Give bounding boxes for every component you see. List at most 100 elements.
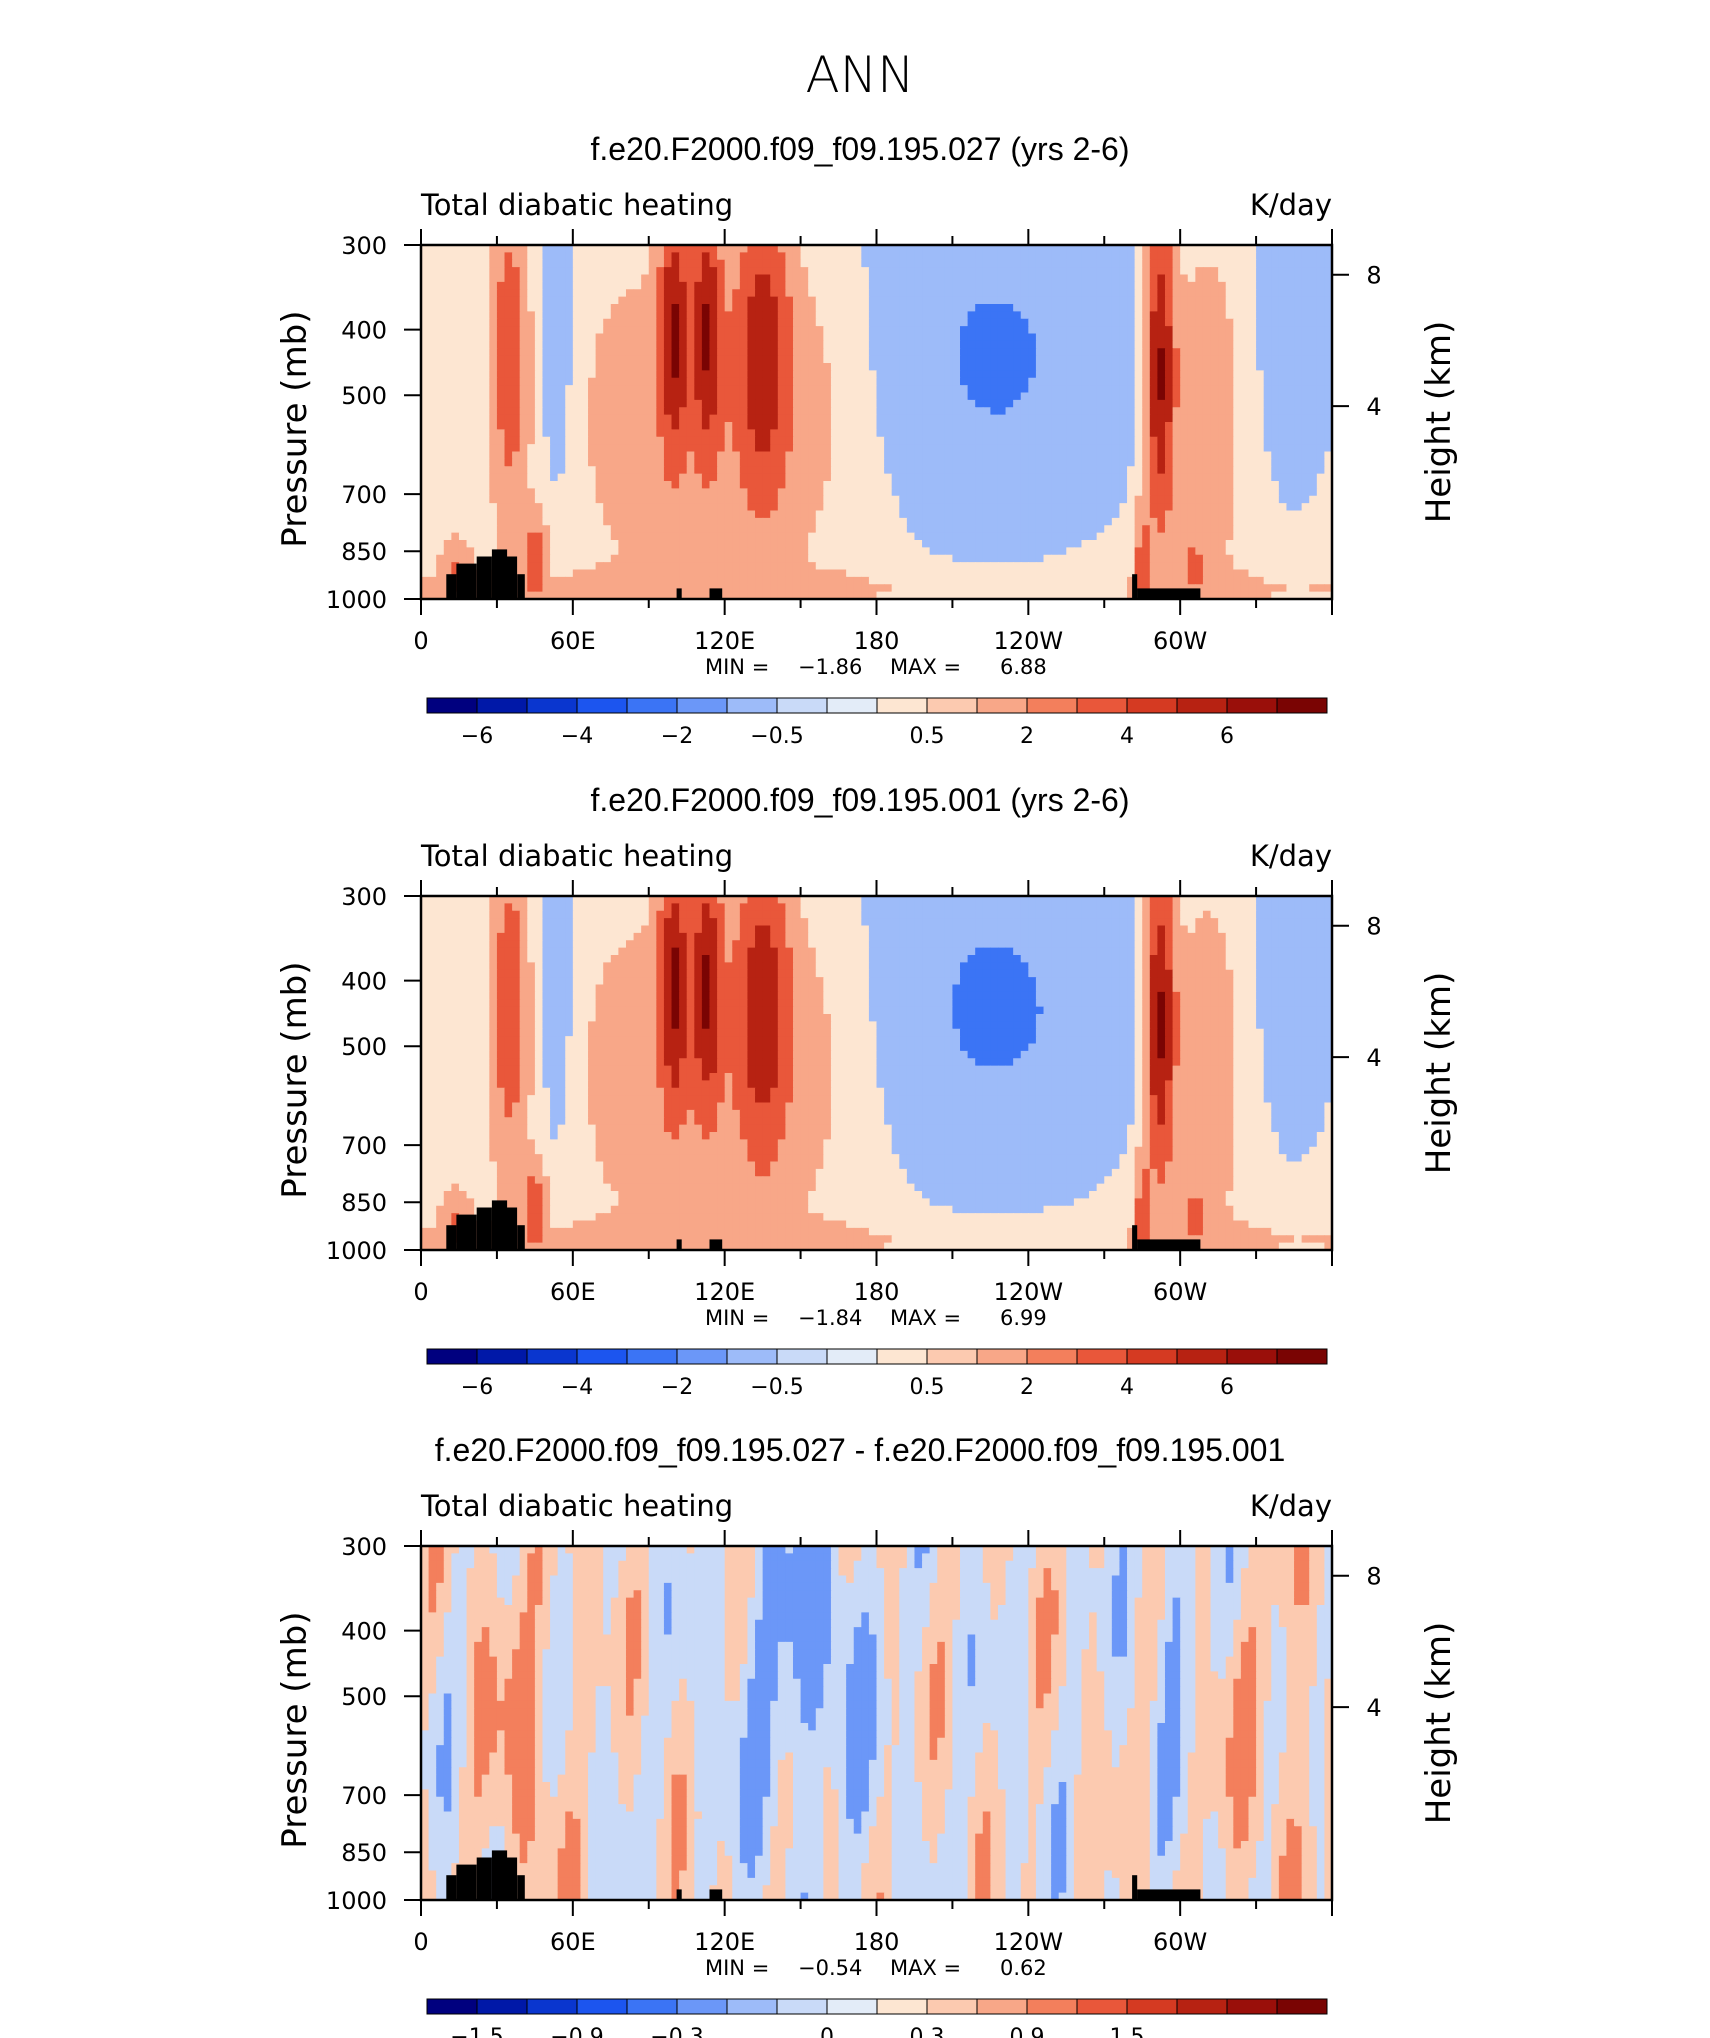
contour-cell — [458, 414, 468, 423]
contour-cell — [853, 311, 862, 320]
contour-cell — [527, 385, 536, 394]
contour-cell — [906, 326, 916, 335]
contour-cell — [1142, 377, 1151, 386]
contour-cell — [846, 532, 855, 541]
contour-cell — [982, 304, 991, 312]
contour-cell — [861, 340, 870, 349]
contour-cell — [1089, 540, 1098, 548]
contour-cell — [1248, 414, 1257, 423]
contour-cell — [527, 451, 536, 460]
contour-cell — [982, 481, 991, 489]
contour-cell — [717, 385, 726, 394]
contour-cell — [944, 245, 954, 253]
contour-cell — [975, 510, 984, 519]
contour-cell — [861, 458, 870, 467]
contour-cell — [1172, 451, 1181, 460]
contour-cell — [990, 318, 999, 327]
contour-cell — [960, 495, 969, 504]
contour-cell — [1225, 267, 1234, 276]
contour-cell — [1172, 503, 1181, 512]
contour-cell — [1157, 414, 1166, 423]
contour-cell — [595, 348, 604, 357]
contour-cell — [1324, 532, 1333, 541]
contour-cell — [1081, 259, 1090, 268]
contour-cell — [701, 399, 711, 408]
contour-cell — [808, 267, 817, 276]
contour-cell — [686, 495, 695, 504]
contour-cell — [1157, 296, 1166, 305]
contour-cell — [823, 399, 832, 408]
contour-cell — [830, 436, 840, 445]
contour-cell — [830, 399, 840, 408]
contour-cell — [808, 318, 817, 327]
contour-cell — [618, 399, 627, 408]
contour-cell — [489, 385, 498, 394]
contour-cell — [679, 510, 688, 519]
contour-cell — [686, 488, 695, 497]
contour-cell — [1301, 355, 1310, 364]
contour-cell — [709, 451, 718, 460]
contour-cell — [853, 267, 862, 276]
contour-cell — [496, 348, 506, 357]
contour-cell — [1035, 510, 1045, 519]
contour-cell — [1263, 274, 1272, 283]
contour-cell — [1324, 517, 1333, 526]
contour-cell — [975, 385, 984, 394]
contour-cell — [1066, 377, 1075, 386]
contour-cell — [967, 488, 976, 497]
contour-cell — [610, 547, 619, 556]
contour-cell — [777, 355, 786, 364]
contour-cell — [512, 495, 521, 504]
contour-cell — [997, 333, 1007, 342]
contour-cell — [1240, 429, 1250, 438]
contour-cell — [633, 495, 642, 504]
contour-cell — [481, 281, 490, 290]
contour-cell — [519, 414, 528, 423]
contour-cell — [701, 510, 711, 519]
contour-cell — [861, 532, 870, 541]
contour-cell — [557, 252, 566, 261]
contour-cell — [527, 363, 536, 371]
contour-cell — [785, 304, 794, 312]
contour-cell — [1210, 451, 1219, 460]
contour-cell — [641, 517, 650, 526]
contour-cell — [937, 304, 946, 312]
contour-cell — [747, 517, 756, 526]
contour-cell — [648, 363, 657, 371]
contour-cell — [868, 407, 878, 416]
contour-cell — [709, 377, 718, 386]
contour-cell — [1096, 451, 1105, 460]
contour-cell — [724, 252, 733, 261]
contour-cell — [922, 466, 931, 475]
contour-cell — [1225, 540, 1234, 548]
contour-cell — [838, 399, 847, 408]
contour-cell — [808, 414, 817, 423]
contour-cell — [565, 252, 574, 261]
contour-cell — [815, 392, 824, 401]
contour-cell — [755, 495, 764, 504]
contour-cell — [853, 370, 862, 379]
contour-cell — [633, 488, 642, 497]
contour-cell — [1309, 289, 1318, 298]
contour-cell — [625, 510, 635, 519]
contour-cell — [572, 503, 582, 512]
contour-cell — [1294, 355, 1303, 364]
contour-cell — [792, 414, 802, 423]
contour-cell — [648, 392, 657, 401]
contour-cell — [975, 436, 984, 445]
contour-cell — [1240, 503, 1250, 512]
contour-cell — [1218, 458, 1227, 467]
contour-cell — [679, 370, 688, 379]
contour-cell — [1051, 532, 1060, 541]
contour-cell — [1164, 377, 1174, 386]
contour-cell — [1111, 399, 1121, 408]
contour-cell — [1301, 466, 1310, 475]
contour-cell — [1180, 259, 1189, 268]
contour-cell — [550, 274, 559, 283]
contour-cell — [1134, 414, 1143, 423]
contour-cell — [944, 444, 954, 453]
contour-cell — [474, 444, 483, 453]
contour-cell — [922, 304, 931, 312]
contour-cell — [618, 429, 627, 438]
contour-cell — [846, 333, 855, 342]
